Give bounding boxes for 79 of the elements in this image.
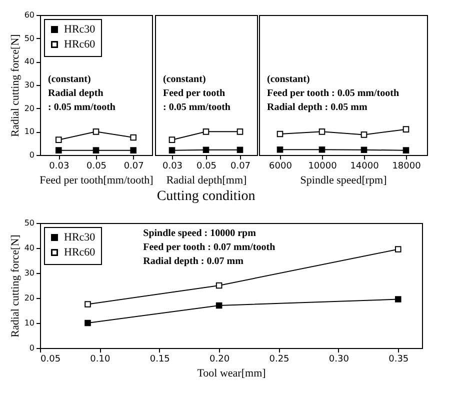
text: Cutting condition — [156, 189, 256, 204]
x-tick-label: 14000 — [350, 162, 380, 172]
point — [276, 130, 284, 138]
point — [168, 136, 176, 143]
point — [360, 132, 368, 138]
annotation: Feed per tooth — [163, 88, 226, 99]
annotation: (constant) — [48, 74, 91, 85]
annotation: Feed per tooth : 0.07 mm/tooth — [143, 242, 276, 253]
point — [92, 147, 100, 154]
annotation: : 0.05 mm/tooth — [48, 102, 116, 113]
annotation: : 0.05 mm/tooth — [163, 102, 231, 113]
point — [202, 146, 210, 154]
x-tick-label: 0.30 — [328, 354, 350, 364]
point — [402, 147, 410, 154]
x-axis-title: Radial depth[mm] — [166, 174, 247, 186]
x-axis-title: Spindle speed[rpm] — [300, 174, 387, 186]
y-tick-label: 10 — [24, 127, 34, 136]
x-tick-label: 0.15 — [150, 354, 170, 364]
y-tick-label: 60 — [24, 10, 34, 20]
x-tick-label: 0.05 — [40, 354, 61, 364]
y-tick-label: 50 — [24, 218, 34, 228]
y-axis-title: Radial cutting force[N] — [9, 34, 22, 137]
point — [92, 128, 100, 135]
point — [236, 146, 244, 154]
point — [402, 126, 410, 132]
point — [84, 320, 91, 326]
x-tick-label: 0.35 — [388, 354, 409, 364]
point — [318, 146, 326, 153]
x-tick-label: 0.07 — [124, 162, 144, 172]
point — [56, 136, 62, 143]
legend-label: HRc30 — [64, 24, 96, 36]
y-tick-label: 30 — [24, 268, 34, 278]
legend-label: HRc60 — [64, 38, 96, 50]
y-tick-label: 0 — [29, 150, 34, 160]
x-tick-label: 0.07 — [230, 162, 251, 172]
annotation: Radial depth — [48, 88, 104, 99]
point — [236, 128, 244, 135]
point — [360, 146, 368, 154]
x-tick-label: 10000 — [308, 162, 338, 172]
annotation: (constant) — [163, 74, 206, 85]
point — [84, 301, 91, 308]
point — [130, 134, 136, 141]
y-tick-label: 40 — [24, 244, 34, 252]
point — [394, 246, 402, 252]
y-tick-label: 20 — [24, 294, 34, 302]
y-tick-label: 0 — [29, 344, 34, 352]
point — [216, 302, 222, 309]
annotation: Radial depth : 0.05 mm — [267, 102, 368, 113]
legend-label: HRc30 — [64, 232, 96, 244]
x-tick-label: 0.03 — [49, 162, 70, 172]
x-tick-label: 0.03 — [162, 162, 183, 172]
x-tick-label: 0.25 — [269, 354, 290, 364]
point — [130, 147, 136, 154]
point — [276, 146, 284, 153]
annotation: Radial depth : 0.07 mm — [143, 256, 244, 267]
y-tick-label: 20 — [24, 104, 34, 113]
point — [318, 128, 326, 135]
x-tick-label: 0.05 — [196, 162, 217, 172]
point — [56, 147, 62, 154]
y-axis-title: Radial cutting force[N] — [9, 234, 22, 338]
point — [394, 296, 402, 302]
x-axis-title: Feed per tooth[mm/tooth] — [40, 174, 154, 186]
annotation: (constant) — [267, 74, 310, 85]
point — [216, 282, 222, 289]
x-tick-label: 0.05 — [86, 162, 107, 172]
y-tick-label: 40 — [24, 57, 34, 66]
x-tick-label: 0.20 — [210, 354, 230, 364]
annotation: Feed per tooth : 0.05 mm/tooth — [267, 88, 400, 99]
x-tick-label: 18000 — [392, 162, 422, 172]
annotation: Spindle speed : 10000 rpm — [143, 228, 257, 239]
y-tick-label: 10 — [24, 318, 34, 328]
y-tick-label: 50 — [24, 34, 34, 43]
x-axis-title: Tool wear[mm] — [197, 368, 266, 380]
x-tick-label: 6000 — [269, 162, 292, 172]
legend-label: HRc60 — [64, 246, 96, 258]
point — [168, 147, 176, 154]
x-tick-label: 0.10 — [90, 354, 110, 364]
point — [202, 128, 210, 135]
y-tick-label: 30 — [24, 80, 34, 90]
